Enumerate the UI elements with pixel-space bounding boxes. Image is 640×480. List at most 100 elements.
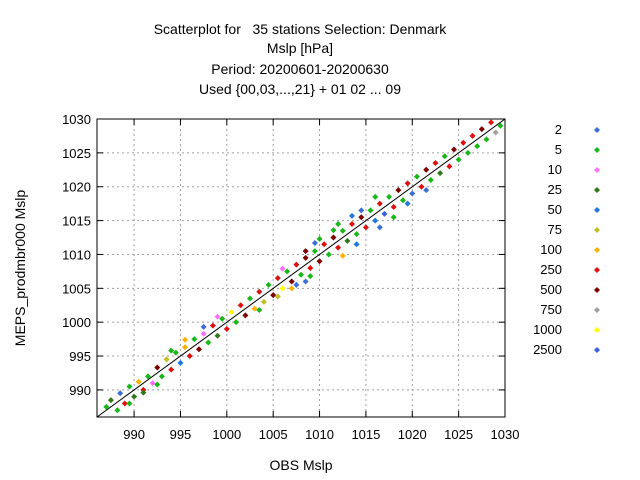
x-tick-label: 1010 [305,427,334,442]
data-point-50 [177,359,184,366]
y-tick-label: 1015 [62,214,91,229]
data-point-50 [353,241,360,248]
legend-marker-2500 [594,347,600,353]
data-point-5 [256,306,263,313]
data-point-5 [413,173,420,180]
data-point-500 [358,214,365,221]
x-axis-label: OBS Mslp [269,457,333,473]
title-line-4: Used {00,03,...,21} + 01 02 ... 09 [199,81,401,97]
legend-marker-1000 [594,327,600,333]
data-point-500 [288,278,295,285]
legend-marker-25 [594,187,600,193]
data-point-5 [191,336,198,343]
legend-marker-5 [594,147,600,153]
data-point-500 [242,312,249,319]
y-tick-label: 1030 [62,112,91,127]
data-point-2 [311,239,318,246]
legend-marker-2 [594,127,600,133]
legend-label-100: 100 [540,242,562,257]
data-point-5 [205,339,212,346]
data-point-100 [288,285,295,292]
legend-label-500: 500 [540,282,562,297]
data-point-5 [353,231,360,238]
data-point-2 [293,281,300,288]
data-point-100 [182,344,189,351]
data-point-5 [455,156,462,163]
data-point-250 [256,288,263,295]
data-point-5 [247,295,253,302]
data-point-250 [186,353,193,360]
data-point-5 [284,268,291,275]
data-point-50 [372,217,379,224]
x-tick-label: 1030 [491,427,520,442]
y-tick-label: 1005 [62,281,91,296]
x-tick-label: 1025 [444,427,473,442]
legend-marker-250 [594,267,600,273]
data-point-250 [469,132,476,139]
data-point-500 [330,234,337,241]
legend-label-25: 25 [547,182,562,197]
data-point-5 [126,383,133,390]
data-point-2 [358,207,365,214]
y-axis-label: MEPS_prodmbr000 Mslp [12,189,28,347]
data-point-100 [182,336,189,343]
data-point-25 [131,393,138,400]
data-point-5 [233,319,240,326]
data-point-500 [395,187,402,194]
data-point-500 [196,346,202,353]
data-point-100 [339,252,346,259]
data-point-250 [307,265,314,271]
title-line-2: Mslp [hPa] [266,40,334,56]
data-point-5 [372,193,379,200]
data-point-5 [219,315,226,322]
data-point-75 [163,356,170,363]
x-tick-label: 990 [123,427,145,442]
data-point-250 [293,261,300,268]
data-point-250 [237,302,244,309]
data-point-5 [168,347,175,354]
legend-label-250: 250 [540,262,562,277]
data-point-2500 [381,210,388,217]
data-point-2 [200,323,207,330]
data-point-25 [107,397,114,404]
data-point-250 [390,204,397,211]
legend-marker-75 [594,227,600,233]
plot-border [96,118,506,418]
data-point-5 [386,193,393,200]
x-tick-label: 995 [170,427,192,442]
legend-markers [594,127,600,353]
data-point-5 [330,227,337,234]
data-point-100 [135,378,142,385]
y-tick-label: 1025 [62,146,91,161]
data-point-2 [376,224,383,231]
data-point-2 [409,190,416,197]
x-tick-label: 1020 [398,427,427,442]
data-point-5 [339,227,346,234]
data-point-10 [279,265,286,272]
data-point-250 [223,325,230,332]
data-point-5 [427,176,434,183]
data-point-5 [298,271,304,278]
data-point-250 [432,160,439,167]
title-line-3: Period: 20200601-20200630 [211,61,389,77]
data-point-250 [376,200,383,207]
data-point-2 [302,278,309,285]
data-point-10 [149,380,156,387]
data-point-25 [344,237,351,244]
legend-label-75: 75 [547,222,562,237]
data-point-5 [103,403,110,410]
data-point-50 [404,200,411,207]
y-tick-label: 1000 [62,315,91,330]
data-point-5 [307,273,314,280]
data-point-500 [478,126,485,133]
data-point-5 [497,122,504,129]
data-point-250 [274,275,281,282]
data-point-5 [126,400,133,407]
y-tick-label: 1010 [62,247,91,262]
y-tick-label: 990 [69,383,91,398]
data-point-500 [154,364,161,371]
legend-label-750: 750 [540,302,562,317]
data-point-250 [168,366,175,373]
data-point-250 [418,183,425,190]
